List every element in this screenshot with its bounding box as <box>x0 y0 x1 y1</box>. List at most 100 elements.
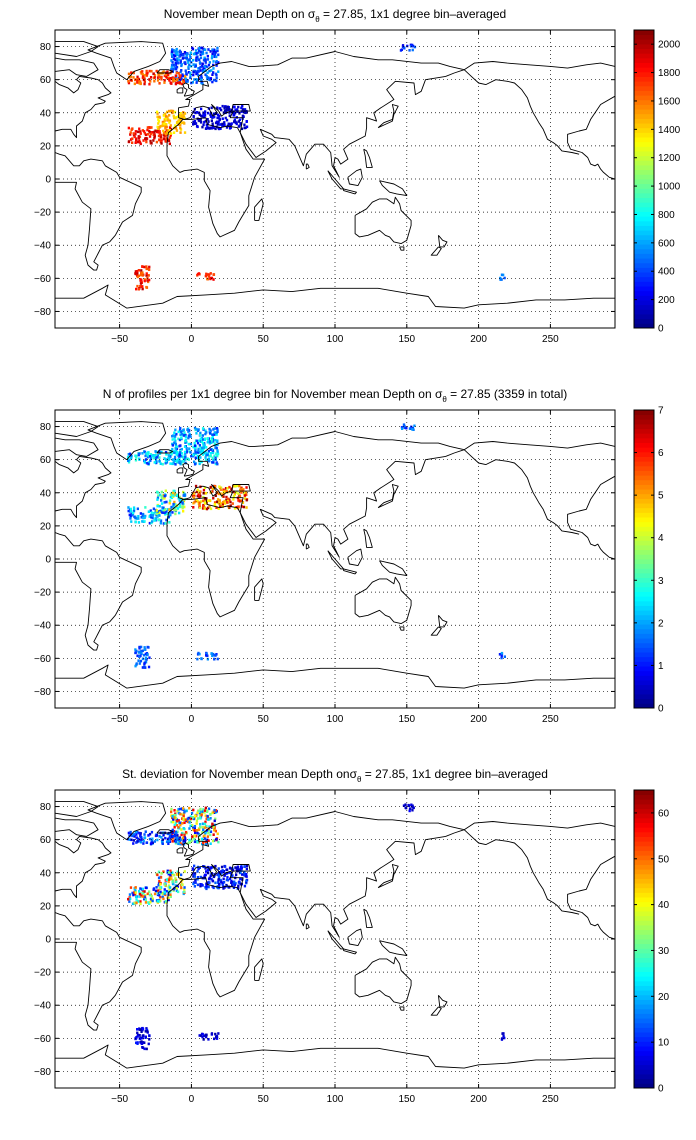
data-cell <box>236 865 239 869</box>
data-cell <box>182 113 185 117</box>
data-cell <box>181 116 184 119</box>
data-cell <box>170 810 173 814</box>
data-cell <box>171 880 174 884</box>
data-cell <box>193 872 197 875</box>
data-cell <box>220 880 223 884</box>
data-cell <box>168 114 171 117</box>
data-cell <box>145 658 148 661</box>
data-cell <box>216 123 219 126</box>
data-cell <box>146 1030 149 1033</box>
data-cell <box>172 834 175 838</box>
data-cell <box>171 816 174 820</box>
data-cell <box>209 833 212 837</box>
data-cell <box>224 105 227 108</box>
data-cell <box>162 133 165 137</box>
data-cell <box>195 427 198 431</box>
data-cell <box>150 839 154 843</box>
data-cell <box>215 79 218 83</box>
colorbar-swatch <box>634 155 654 161</box>
data-cell <box>144 652 147 656</box>
data-cell <box>201 65 204 68</box>
colorbar-swatch <box>634 244 654 250</box>
colorbar-swatch <box>634 132 654 138</box>
coastline <box>430 1006 442 1016</box>
data-cell <box>189 451 192 454</box>
data-cell <box>223 121 226 124</box>
data-cell <box>199 1034 203 1037</box>
data-cell <box>161 838 164 841</box>
data-cell <box>169 869 172 873</box>
data-cell <box>139 278 142 281</box>
colorbar-swatch <box>634 113 654 119</box>
data-cell <box>212 461 215 464</box>
data-cell <box>499 276 502 280</box>
data-cell <box>238 499 241 503</box>
data-cell <box>172 63 175 67</box>
data-cell <box>201 446 204 450</box>
colorbar-swatch <box>634 160 654 166</box>
data-cell <box>204 274 207 278</box>
data-cell <box>167 454 170 457</box>
colorbar-swatch <box>634 85 654 91</box>
data-cell <box>242 491 246 495</box>
data-cell <box>183 454 186 457</box>
data-cell <box>167 73 170 77</box>
data-cell <box>155 517 158 520</box>
data-cell <box>204 451 207 455</box>
data-cell <box>229 504 232 507</box>
data-cell <box>183 445 187 448</box>
data-cell <box>210 69 213 72</box>
colorbar-tick-label: 2 <box>658 618 664 629</box>
data-cell <box>158 459 161 463</box>
data-cell <box>192 70 195 74</box>
coastline <box>156 829 174 834</box>
data-cell <box>175 67 178 71</box>
data-cell <box>187 61 190 64</box>
data-cell <box>194 49 198 52</box>
data-cell <box>209 113 212 116</box>
data-cell <box>173 823 176 827</box>
data-cell <box>164 461 167 465</box>
data-cell <box>193 873 196 877</box>
data-cell <box>166 115 169 119</box>
data-cell <box>174 816 178 820</box>
coastline <box>305 923 310 930</box>
data-cell <box>193 426 197 430</box>
data-cell <box>132 833 135 836</box>
data-cell <box>222 495 225 498</box>
data-cell <box>209 813 212 816</box>
chart-title: N of profiles per 1x1 degree bin for Nov… <box>103 387 567 404</box>
data-cell <box>198 866 201 869</box>
data-cell <box>243 884 247 888</box>
data-cell <box>225 498 228 502</box>
data-cell <box>403 424 406 428</box>
coastline <box>354 956 412 1005</box>
data-cell <box>131 141 134 144</box>
data-cell <box>178 51 182 54</box>
data-cell <box>209 842 212 845</box>
data-cell <box>135 833 138 836</box>
data-cell <box>239 882 242 886</box>
data-cell <box>145 69 148 73</box>
data-cell <box>217 116 220 119</box>
data-cell <box>174 126 178 130</box>
data-cell <box>175 453 178 456</box>
data-cell <box>214 49 217 52</box>
colorbar-tick-label: 4 <box>658 533 664 544</box>
colorbar-swatch <box>634 479 654 485</box>
data-cell <box>202 828 205 832</box>
data-cell <box>153 840 156 843</box>
data-cell <box>222 500 225 504</box>
data-cell <box>132 506 136 509</box>
data-cell <box>141 657 145 661</box>
data-cell <box>183 870 186 873</box>
data-cell <box>198 47 201 50</box>
data-cell <box>183 51 187 54</box>
coastline <box>343 948 357 955</box>
coastline <box>347 928 363 947</box>
colorbar-swatch <box>634 272 654 278</box>
data-cell <box>127 509 130 513</box>
data-cell <box>216 449 219 452</box>
data-cell <box>172 494 175 498</box>
data-cell <box>209 50 212 53</box>
